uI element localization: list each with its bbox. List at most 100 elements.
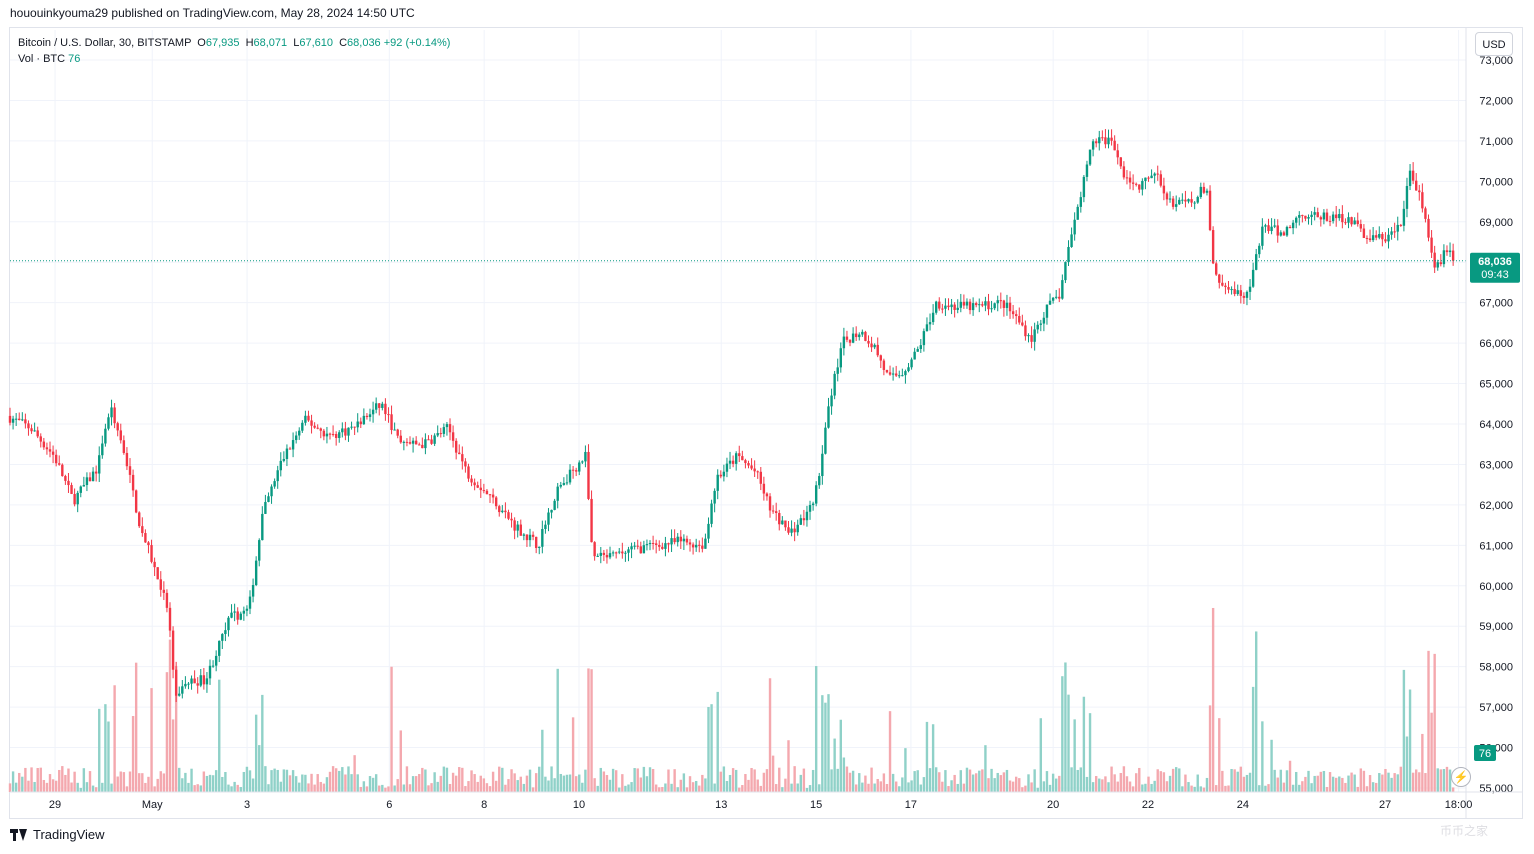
- candle-body: [1295, 217, 1298, 223]
- volume-bar: [1399, 766, 1403, 792]
- legend-symbol[interactable]: Bitcoin / U.S. Dollar, 30, BITSTAMP: [18, 37, 192, 49]
- volume-bar: [430, 783, 433, 792]
- volume-bar: [519, 776, 522, 792]
- volume-bar: [1387, 772, 1390, 792]
- volume-bar: [934, 767, 938, 792]
- candle-body: [1248, 286, 1252, 292]
- candle-body: [1304, 215, 1307, 219]
- volume-bar: [1381, 774, 1384, 792]
- volume-bar: [688, 776, 692, 792]
- volume-bar: [288, 775, 292, 792]
- volume-bar: [1079, 767, 1083, 792]
- candle-body: [1141, 180, 1144, 190]
- volume-bar: [691, 782, 695, 792]
- candle-body: [402, 441, 406, 443]
- candle-body: [624, 552, 627, 554]
- candle-body: [208, 665, 212, 679]
- volume-bar: [171, 719, 175, 792]
- candle-body: [596, 555, 599, 557]
- candle-body: [356, 421, 359, 428]
- volume-bar: [464, 786, 467, 792]
- candle-body: [947, 305, 950, 308]
- candle-body: [214, 655, 218, 666]
- volume-bar: [1415, 769, 1418, 792]
- volume-bar: [54, 780, 58, 792]
- volume-bar: [1245, 774, 1249, 792]
- volume-bar: [159, 771, 162, 792]
- volume-bar: [685, 787, 689, 792]
- volume-bar: [325, 777, 329, 792]
- candle-body: [291, 440, 295, 450]
- volume-bar: [254, 714, 258, 792]
- volume-bar: [513, 773, 516, 792]
- candle-body: [944, 305, 947, 309]
- candle-body: [218, 640, 221, 656]
- volume-bar: [482, 778, 486, 792]
- candle-body: [1184, 199, 1187, 202]
- volume-bar: [1276, 777, 1279, 792]
- candle-body: [1178, 199, 1181, 205]
- y-tick-label: 73,000: [1479, 55, 1513, 67]
- candle-body: [479, 487, 482, 491]
- candle-body: [131, 474, 135, 491]
- candle-body: [694, 544, 698, 548]
- volume-bar: [996, 772, 999, 792]
- candle-body: [725, 463, 729, 472]
- candle-body: [374, 403, 378, 410]
- y-tick-label: 63,000: [1479, 459, 1513, 471]
- lightning-icon[interactable]: ⚡: [1451, 767, 1471, 787]
- candle-body: [1362, 228, 1366, 238]
- volume-bar: [919, 784, 923, 792]
- candle-body: [1239, 290, 1243, 296]
- volume-bar: [1384, 769, 1387, 792]
- volume-bar: [381, 784, 384, 792]
- candle-body: [30, 428, 33, 432]
- legend-volume-label[interactable]: Vol · BTC: [18, 53, 66, 65]
- volume-bar: [1218, 718, 1221, 792]
- candle-body: [550, 509, 553, 513]
- currency-button[interactable]: USD: [1475, 32, 1513, 56]
- candle-body: [8, 415, 12, 423]
- volume-bar: [347, 766, 350, 792]
- candle-body: [353, 426, 356, 428]
- candle-body: [1393, 231, 1396, 233]
- candle-body: [1316, 212, 1319, 218]
- volume-bar: [42, 779, 46, 792]
- volume-bar: [156, 778, 159, 792]
- volume-bar: [811, 769, 815, 792]
- tradingview-logo[interactable]: TradingView: [10, 827, 105, 842]
- volume-bar: [1141, 784, 1144, 792]
- volume-bar: [787, 740, 790, 792]
- volume-bar: [938, 772, 941, 792]
- countdown-label: 09:43: [1481, 269, 1509, 281]
- candle-body: [264, 501, 267, 514]
- volume-bar: [1347, 775, 1350, 792]
- candle-body: [1128, 177, 1132, 183]
- volume-bar: [424, 769, 427, 792]
- x-tick-label: 17: [905, 799, 917, 811]
- volume-bar: [778, 767, 781, 792]
- volume-bar: [273, 768, 276, 792]
- volume-bar: [728, 774, 732, 792]
- candle-body: [393, 429, 396, 431]
- volume-bar: [1042, 781, 1046, 792]
- volume-bar: [818, 784, 821, 792]
- candle-body: [1014, 314, 1018, 317]
- candle-body: [61, 464, 64, 477]
- candle-body: [467, 466, 470, 479]
- x-tick-label: 22: [1142, 799, 1154, 811]
- candle-body: [1310, 214, 1313, 217]
- candle-body: [587, 451, 590, 499]
- candle-body: [1451, 250, 1455, 261]
- volume-bar: [1371, 782, 1375, 792]
- volume-bar: [885, 783, 889, 792]
- volume-bar: [258, 745, 261, 792]
- volume-bar: [1070, 767, 1073, 792]
- volume-bar: [913, 771, 916, 792]
- candle-body: [461, 454, 464, 462]
- candle-body: [79, 486, 82, 493]
- candle-body: [651, 542, 655, 544]
- volume-bar: [21, 776, 24, 792]
- legend-low-value: 67,610: [299, 37, 334, 49]
